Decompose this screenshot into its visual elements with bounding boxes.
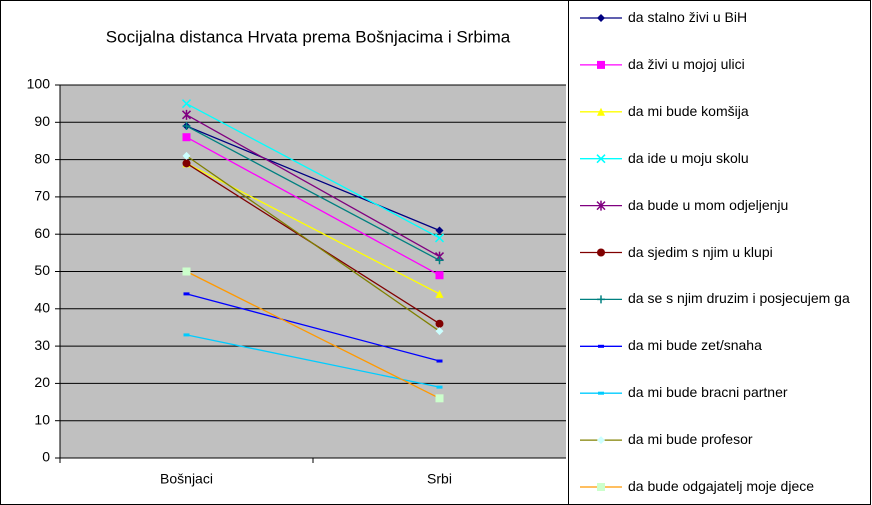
legend-label: da bude odgajatelj moje djece <box>628 478 815 494</box>
marker <box>598 344 604 348</box>
legend-label: da stalno živi u BiH <box>628 9 748 25</box>
marker <box>597 483 605 491</box>
y-tick-label: 90 <box>34 113 50 129</box>
marker <box>183 292 190 296</box>
line <box>186 155 440 332</box>
y-tick-label: 50 <box>34 262 50 278</box>
line <box>186 136 440 276</box>
marker <box>435 327 444 336</box>
marker <box>597 107 605 116</box>
legend-label: da ide u moju skolu <box>628 149 749 166</box>
legend-label: da mi bude komšija <box>628 102 749 119</box>
legend-label: da sjedim s njim u klupi <box>628 243 773 260</box>
legend-label: da bude u mom odjeljenju <box>628 196 789 213</box>
legend-label: da mi bude profesor <box>628 431 753 448</box>
marker <box>435 271 444 280</box>
y-tick-label: 0 <box>42 449 50 465</box>
y-tick-label: 10 <box>34 411 50 427</box>
line <box>186 334 440 388</box>
legend-label: da živi u mojoj ulici <box>628 55 745 72</box>
x-tick-label: Bošnjaci <box>160 471 213 487</box>
line <box>186 293 440 362</box>
marker <box>181 109 192 120</box>
line <box>186 270 440 399</box>
marker <box>182 133 191 142</box>
marker <box>597 436 605 445</box>
y-tick-label: 60 <box>34 225 50 241</box>
y-tick-label: 100 <box>27 76 51 92</box>
line <box>186 114 440 258</box>
marker <box>597 248 605 257</box>
line <box>186 125 440 261</box>
marker <box>181 99 192 109</box>
marker <box>597 60 605 69</box>
legend-label: da mi bude bracni partner <box>628 384 788 401</box>
y-tick-label: 30 <box>34 337 50 353</box>
legend-label: da se s njim druzim i posjecujem ga <box>628 290 850 307</box>
x-tick-label: Srbi <box>427 471 452 487</box>
chart-title: Socijalna distanca Hrvata prema Bošnjaci… <box>106 27 511 46</box>
marker <box>598 391 604 395</box>
marker <box>436 385 443 389</box>
marker <box>435 319 444 328</box>
legend-label: da mi bude zet/snaha <box>628 337 762 354</box>
marker <box>436 359 443 363</box>
marker <box>435 256 444 265</box>
marker <box>597 14 605 22</box>
marker <box>182 267 191 276</box>
y-tick-label: 40 <box>34 300 50 316</box>
marker <box>183 333 190 337</box>
y-tick-label: 80 <box>34 150 50 166</box>
marker <box>435 289 444 298</box>
marker <box>597 295 605 304</box>
y-tick-label: 70 <box>34 188 50 204</box>
line <box>186 103 440 239</box>
line <box>186 125 440 232</box>
marker <box>434 233 445 243</box>
marker <box>596 154 606 164</box>
marker <box>182 159 191 168</box>
marker <box>435 394 444 403</box>
marker <box>435 226 444 235</box>
marker <box>596 200 606 211</box>
marker <box>182 151 191 160</box>
marker <box>182 122 191 131</box>
y-tick-label: 20 <box>34 374 50 390</box>
